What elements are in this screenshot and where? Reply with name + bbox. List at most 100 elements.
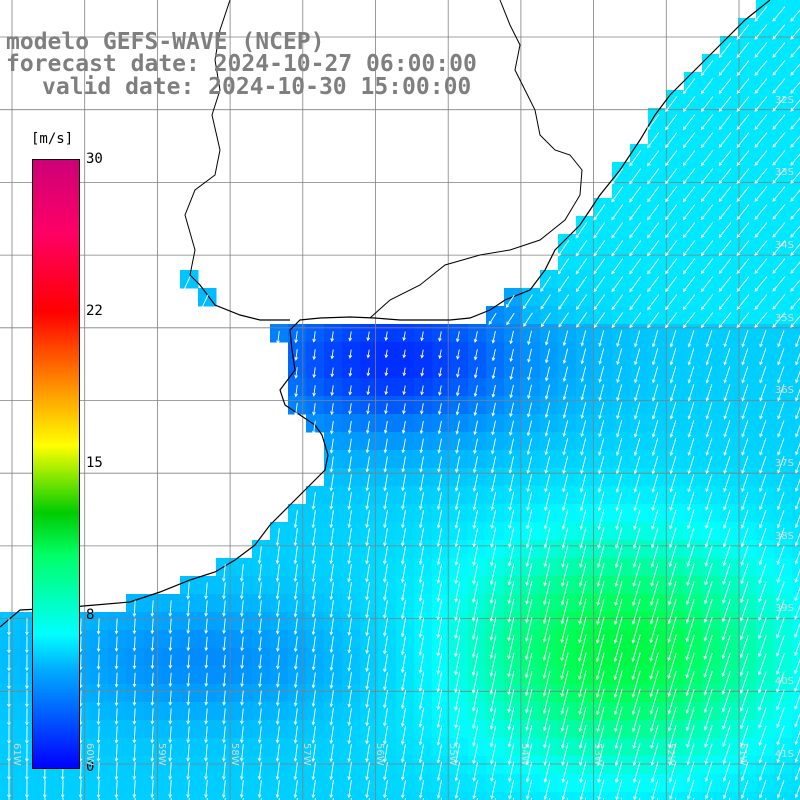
wind-arrow (311, 708, 316, 726)
wind-arrow (632, 743, 641, 767)
wind-arrow (741, 491, 749, 511)
wind-arrow (613, 634, 623, 663)
wind-arrow (454, 599, 461, 621)
wind-arrow (561, 779, 569, 800)
wind-arrow (682, 222, 696, 239)
wind-arrow (420, 385, 424, 396)
speed-cell (792, 108, 800, 127)
wind-arrow (614, 743, 623, 767)
wind-arrow (222, 618, 226, 635)
wind-arrow (629, 276, 642, 293)
wind-arrow (629, 204, 642, 221)
wind-arrow (650, 527, 659, 549)
wind-arrow (168, 654, 173, 669)
wind-arrow (438, 385, 442, 396)
wind-arrow (772, 6, 786, 22)
wind-arrow (525, 743, 533, 766)
wind-arrow (687, 509, 695, 530)
wind-arrow (348, 403, 352, 415)
wind-arrow (490, 545, 497, 567)
wind-arrow (736, 168, 750, 184)
wind-arrow (454, 474, 461, 492)
wind-arrow (700, 240, 714, 257)
wind-arrow (186, 672, 191, 688)
wind-arrow (575, 258, 588, 275)
wind-arrow (347, 564, 352, 583)
wind-arrow (593, 222, 606, 239)
speed-cell (792, 774, 800, 793)
wind-arrow (561, 509, 569, 530)
wind-arrow (293, 762, 298, 781)
wind-arrow (794, 532, 800, 547)
country-border-path (369, 0, 583, 319)
wind-arrow (740, 761, 749, 782)
speed-cell (648, 792, 667, 800)
wind-arrow (525, 563, 533, 586)
wind-arrow (275, 546, 280, 565)
wind-arrow (580, 438, 587, 456)
wind-arrow (740, 545, 749, 566)
wind-arrow (669, 491, 677, 512)
wind-arrow (754, 114, 768, 130)
wind-arrow (687, 402, 695, 420)
wind-arrow (633, 455, 641, 475)
wind-arrow (759, 384, 767, 402)
wind-arrow (790, 45, 800, 58)
wind-arrow (790, 81, 800, 94)
wind-arrow (772, 132, 786, 148)
wind-arrow (293, 600, 298, 618)
wind-arrow (790, 207, 800, 220)
wind-arrow (723, 438, 731, 456)
speed-cell (792, 486, 800, 505)
wind-arrow (472, 725, 479, 747)
speed-cell (792, 738, 800, 757)
wind-arrow (491, 420, 496, 436)
wind-arrow (383, 653, 388, 673)
wind-arrow (759, 491, 767, 511)
wind-arrow (562, 348, 569, 364)
lon-label: 53W (592, 743, 603, 766)
wind-arrow (754, 6, 768, 22)
wind-arrow (132, 744, 137, 762)
wind-arrow (490, 456, 497, 474)
wind-arrow (794, 676, 800, 692)
wind-arrow (596, 563, 605, 588)
wind-arrow (294, 349, 298, 361)
wind-arrow (544, 420, 551, 437)
wind-arrow (329, 456, 334, 473)
wind-arrow (347, 762, 352, 781)
wind-arrow (613, 688, 623, 716)
wind-arrow (687, 456, 695, 475)
wind-arrow (669, 456, 677, 475)
wind-arrow (222, 672, 226, 688)
wind-arrow (366, 349, 371, 359)
wind-arrow (436, 743, 443, 764)
wind-arrow (365, 456, 370, 473)
wind-arrow (347, 726, 352, 745)
wind-arrow (758, 545, 767, 566)
wind-arrow (722, 563, 731, 586)
wind-arrow (758, 527, 767, 547)
wind-arrow (686, 743, 695, 766)
wind-arrow (718, 204, 732, 221)
wind-arrow (491, 349, 496, 362)
lon-label: 57W (301, 743, 312, 766)
wind-arrow (509, 348, 514, 363)
wind-arrow (418, 581, 425, 602)
wind-arrow (472, 563, 479, 585)
wind-arrow (615, 527, 623, 549)
lat-label: 37S (774, 458, 794, 469)
wind-arrow (293, 636, 298, 653)
wind-arrow (754, 222, 768, 238)
wind-arrow (687, 384, 695, 402)
speed-cell (792, 0, 800, 19)
wind-arrow (634, 330, 641, 348)
wind-arrow (312, 331, 316, 343)
wind-arrow (436, 492, 442, 511)
wind-arrow (420, 403, 424, 415)
wind-arrow (741, 474, 749, 493)
wind-arrow (365, 420, 370, 435)
wind-arrow (649, 688, 659, 715)
wind-arrow (561, 743, 569, 766)
